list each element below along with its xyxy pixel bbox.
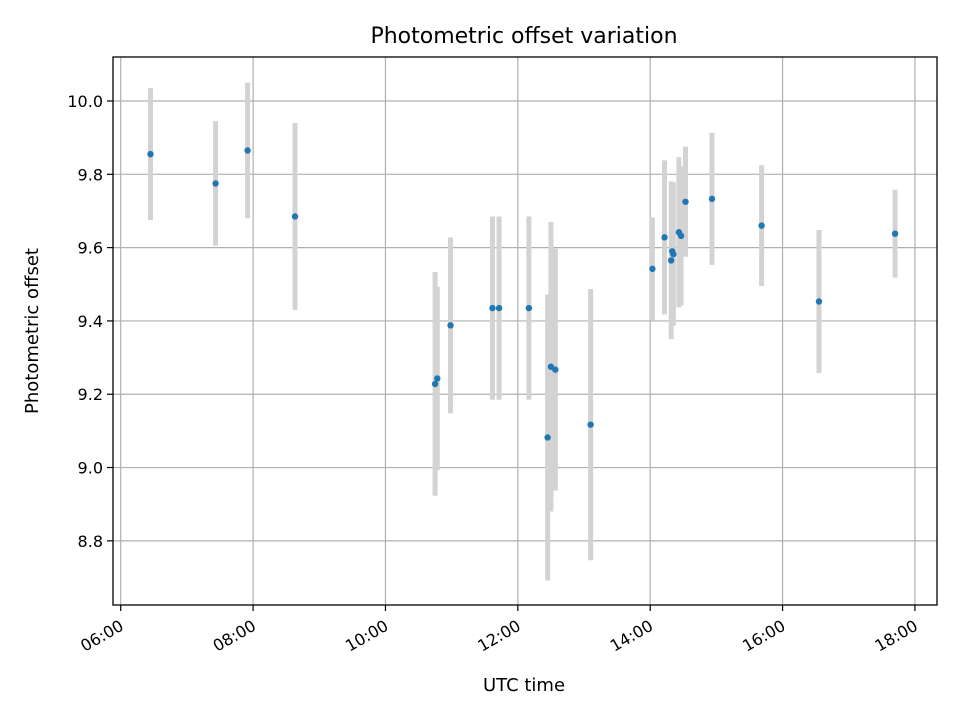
data-point bbox=[758, 222, 765, 229]
y-tick-label: 9.4 bbox=[78, 312, 103, 331]
data-point bbox=[212, 180, 219, 187]
data-point bbox=[667, 257, 675, 264]
y-tick-label: 9.0 bbox=[78, 459, 103, 478]
x-tick-label: 14:00 bbox=[607, 616, 656, 656]
data-point bbox=[525, 304, 533, 312]
data-point bbox=[147, 150, 154, 158]
data-point bbox=[552, 366, 559, 373]
data-point bbox=[291, 213, 299, 220]
data-point bbox=[244, 147, 251, 154]
data-point bbox=[544, 434, 551, 441]
data-point bbox=[587, 421, 594, 428]
x-axis-ticks: 06:00 08:00 10:00 12:00 14:00 16:00 18:00 bbox=[77, 605, 921, 656]
x-tick-label: 06:00 bbox=[77, 616, 126, 656]
data-point bbox=[677, 232, 685, 240]
x-tick-label: 18:00 bbox=[872, 616, 921, 656]
grid bbox=[113, 57, 937, 605]
y-axis-label: Photometric offset bbox=[22, 248, 43, 414]
data-point bbox=[495, 304, 503, 312]
x-tick-label: 10:00 bbox=[342, 616, 391, 656]
y-tick-label: 9.6 bbox=[78, 239, 103, 258]
x-axis-label: UTC time bbox=[483, 675, 565, 696]
data-points bbox=[147, 147, 899, 441]
y-tick-label: 9.2 bbox=[78, 385, 103, 404]
y-axis-ticks: 8.8 9.0 9.2 9.4 9.6 9.8 10.0 bbox=[67, 92, 113, 551]
plot-frame bbox=[112, 56, 938, 606]
error-bars bbox=[148, 82, 898, 581]
y-tick-label: 9.8 bbox=[78, 165, 103, 184]
y-tick-label: 8.8 bbox=[78, 532, 103, 551]
data-point bbox=[891, 230, 899, 237]
x-tick-label: 12:00 bbox=[474, 616, 523, 656]
x-tick-label: 16:00 bbox=[739, 616, 788, 656]
data-point bbox=[649, 265, 656, 273]
data-point bbox=[670, 251, 677, 258]
data-point bbox=[708, 195, 716, 203]
y-tick-label: 10.0 bbox=[67, 92, 103, 111]
chart-title: Photometric offset variation bbox=[370, 24, 677, 49]
x-tick-label: 08:00 bbox=[210, 616, 259, 656]
data-point bbox=[431, 380, 439, 388]
data-point bbox=[434, 375, 441, 382]
data-point bbox=[682, 198, 689, 205]
data-point bbox=[489, 304, 496, 312]
data-point bbox=[661, 234, 668, 241]
data-point bbox=[447, 322, 454, 329]
data-point bbox=[815, 298, 823, 305]
